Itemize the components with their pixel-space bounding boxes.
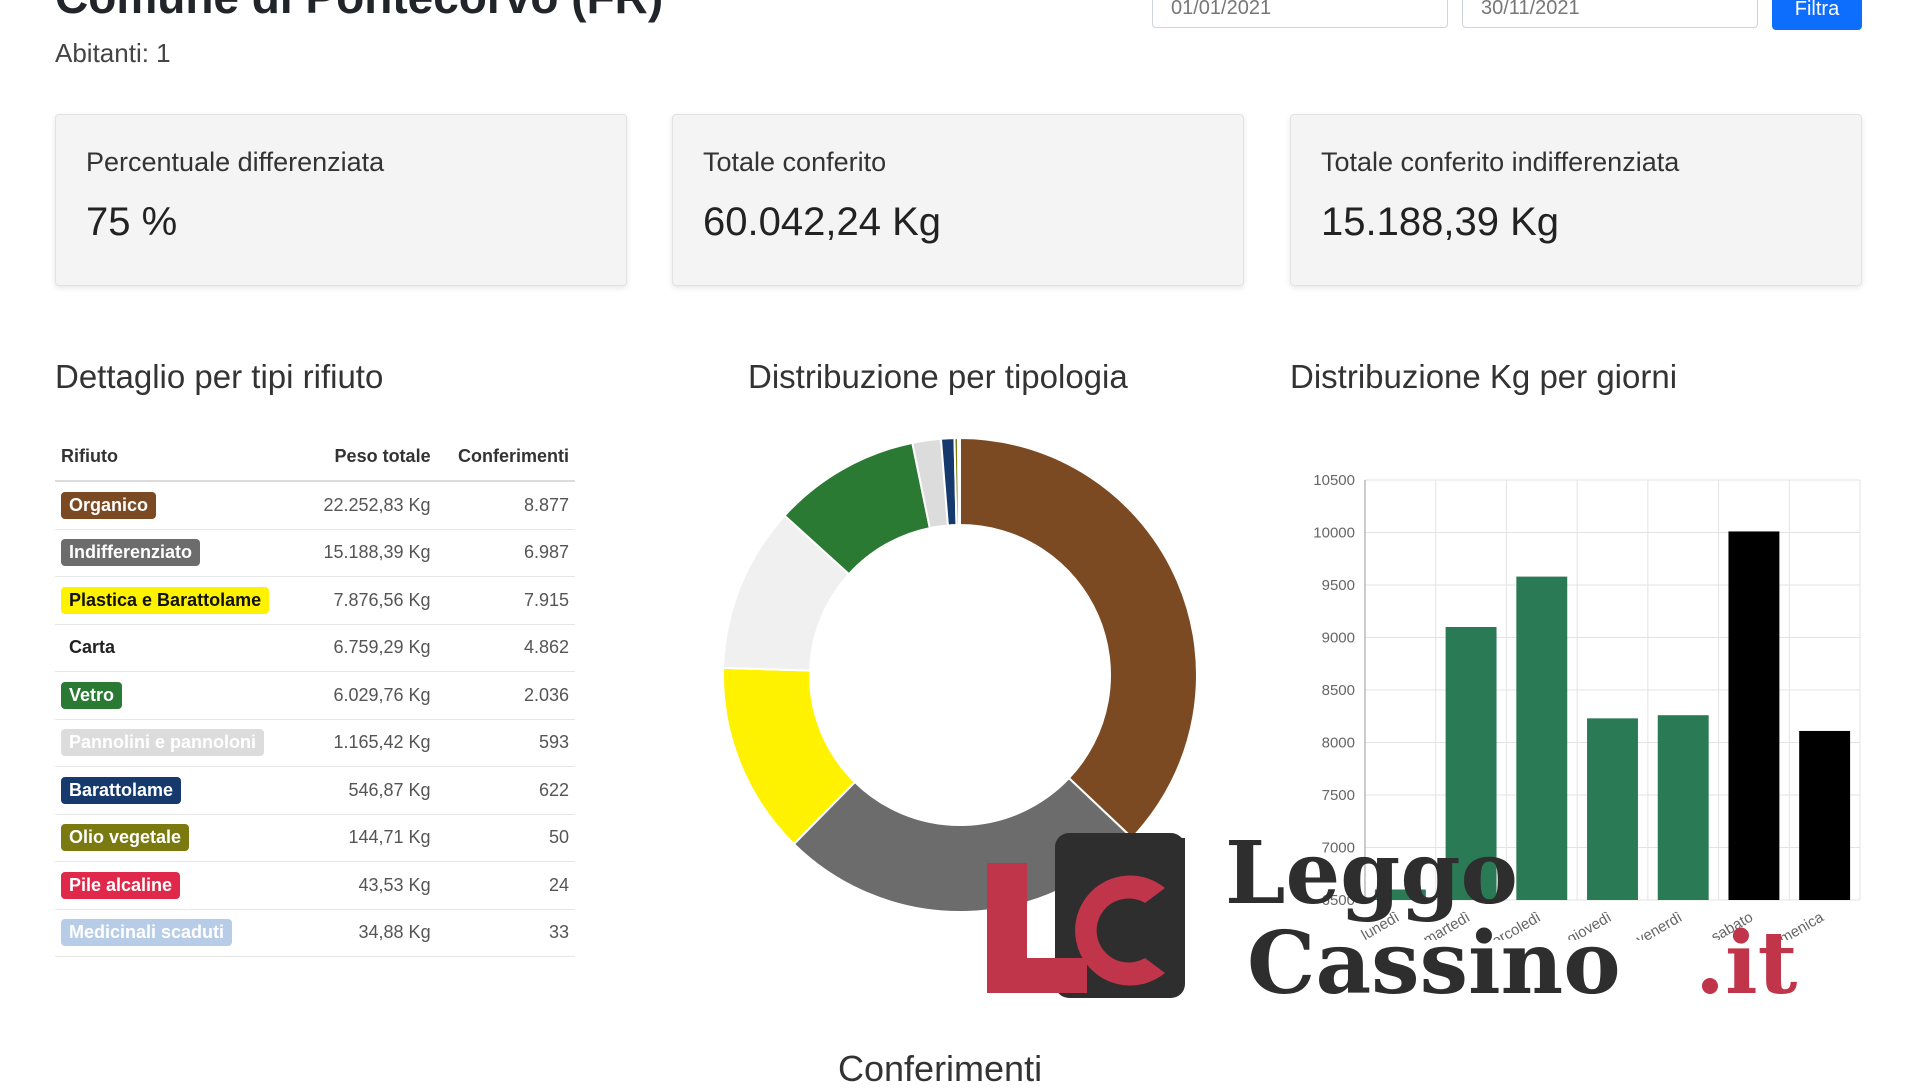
cell-peso: 15.188,39 Kg — [302, 529, 437, 577]
table-title: Dettaglio per tipi rifiuto — [55, 358, 384, 395]
cell-peso: 6.029,76 Kg — [302, 671, 437, 720]
date-to-input[interactable] — [1462, 0, 1758, 28]
bar[interactable] — [1587, 718, 1638, 900]
table-row: Medicinali scaduti 34,88 Kg 33 — [55, 909, 575, 957]
bar[interactable] — [1728, 531, 1780, 900]
card-value: 15.188,39 Kg — [1321, 200, 1559, 244]
waste-type-badge: Indifferenziato — [61, 539, 201, 567]
cell-conferimenti: 33 — [436, 909, 575, 957]
cell-conferimenti: 50 — [436, 814, 575, 862]
cell-rifiuto: Indifferenziato — [55, 529, 303, 577]
cell-peso: 144,71 Kg — [302, 814, 437, 862]
cell-peso: 6.759,29 Kg — [302, 624, 437, 672]
table-row: Plastica e Barattolame 7.876,56 Kg 7.915 — [55, 576, 575, 625]
date-from-input[interactable] — [1152, 0, 1448, 28]
table-row: Indifferenziato 15.188,39 Kg 6.987 — [55, 529, 575, 577]
table-row: Barattolame 546,87 Kg 622 — [55, 766, 575, 815]
donut-chart — [722, 436, 1198, 913]
logo-word-it: .it — [1695, 913, 1798, 1008]
waste-type-badge: Barattolame — [61, 776, 182, 804]
cell-conferimenti: 4.862 — [436, 624, 575, 672]
table-row: Olio vegetale 144,71 Kg 50 — [55, 814, 575, 862]
cell-rifiuto: Medicinali scaduti — [55, 909, 303, 957]
logo-word-cassino: Cassino — [1247, 913, 1621, 1008]
bar-chart: 65007000750080008500900095001000010500lu… — [1313, 472, 1861, 940]
cell-rifiuto: Organico — [55, 481, 303, 530]
card-value: 60.042,24 Kg — [703, 200, 941, 244]
donut-title: Distribuzione per tipologia — [748, 358, 1128, 395]
cell-peso: 1.165,42 Kg — [302, 719, 437, 767]
y-tick-label: 7500 — [1322, 787, 1355, 804]
waste-table: Rifiuto Peso totale Conferimenti Organic… — [55, 432, 575, 957]
card-totale-indifferenziata: Totale conferito indifferenziata 15.188,… — [1290, 114, 1862, 286]
waste-type-badge: Pannolini e pannoloni — [61, 729, 264, 757]
card-label: Percentuale differenziata — [86, 147, 385, 177]
waste-type-badge: Plastica e Barattolame — [61, 586, 270, 614]
y-tick-label: 10500 — [1313, 472, 1355, 489]
y-tick-label: 9000 — [1322, 630, 1355, 647]
card-totale-conferito: Totale conferito 60.042,24 Kg — [672, 114, 1244, 286]
table-row: Pile alcaline 43,53 Kg 24 — [55, 861, 575, 910]
cell-conferimenti: 7.915 — [436, 576, 575, 625]
cell-conferimenti: 622 — [436, 766, 575, 815]
card-percent-differenziata: Percentuale differenziata 75 % — [55, 114, 627, 286]
cell-rifiuto: Carta — [55, 624, 303, 672]
cell-rifiuto: Barattolame — [55, 766, 303, 815]
y-tick-label: 7000 — [1322, 840, 1355, 857]
cell-rifiuto: Pannolini e pannoloni — [55, 719, 303, 767]
y-tick-label: 9500 — [1322, 577, 1355, 594]
y-tick-label: 6500 — [1322, 892, 1355, 909]
cell-peso: 43,53 Kg — [302, 861, 437, 910]
table-header-row: Rifiuto Peso totale Conferimenti — [55, 432, 575, 482]
cell-peso: 22.252,83 Kg — [302, 481, 437, 530]
conferimenti-title: Conferimenti — [838, 1048, 1043, 1089]
waste-type-badge: Medicinali scaduti — [61, 919, 233, 947]
cell-peso: 546,87 Kg — [302, 766, 437, 815]
table-row: Carta 6.759,29 Kg 4.862 — [55, 624, 575, 672]
donut-slice[interactable] — [959, 436, 1198, 840]
cell-rifiuto: Olio vegetale — [55, 814, 303, 862]
bar[interactable] — [1374, 889, 1426, 901]
cell-conferimenti: 24 — [436, 861, 575, 910]
filter-button[interactable]: Filtra — [1772, 0, 1862, 30]
donut-slice[interactable] — [958, 436, 961, 527]
column-header-peso: Peso totale — [302, 432, 437, 482]
y-tick-label: 10000 — [1313, 525, 1355, 542]
waste-type-badge: Vetro — [61, 681, 123, 709]
logo-monogram — [987, 833, 1185, 998]
population-label: Abitanti: 1 — [55, 38, 171, 68]
cell-conferimenti: 2.036 — [436, 671, 575, 720]
bar-chart-title: Distribuzione Kg per giorni — [1290, 358, 1678, 395]
waste-type-badge: Olio vegetale — [61, 824, 190, 852]
table-row: Organico 22.252,83 Kg 8.877 — [55, 481, 575, 530]
cell-peso: 34,88 Kg — [302, 909, 437, 957]
bar[interactable] — [1657, 715, 1709, 900]
card-label: Totale conferito indifferenziata — [1321, 147, 1680, 177]
cell-peso: 7.876,56 Kg — [302, 576, 437, 625]
cell-rifiuto: Plastica e Barattolame — [55, 576, 303, 625]
table-row: Vetro 6.029,76 Kg 2.036 — [55, 671, 575, 720]
cell-conferimenti: 593 — [436, 719, 575, 767]
cell-conferimenti: 8.877 — [436, 481, 575, 530]
waste-type-badge: Organico — [61, 491, 157, 519]
leggocassino-logo: Leggo Cassino .it — [987, 823, 1798, 1008]
page-title: Comune di Pontecorvo (FR) — [55, 0, 663, 24]
bar[interactable] — [1445, 627, 1497, 900]
bar[interactable] — [1799, 730, 1851, 900]
cell-conferimenti: 6.987 — [436, 529, 575, 577]
column-header-conferimenti: Conferimenti — [436, 432, 575, 482]
y-tick-label: 8500 — [1322, 682, 1355, 699]
cell-rifiuto: Pile alcaline — [55, 861, 303, 910]
donut-slice[interactable] — [792, 776, 1134, 913]
y-tick-label: 8000 — [1322, 735, 1355, 752]
column-header-rifiuto: Rifiuto — [55, 432, 303, 482]
waste-type-badge: Carta — [61, 634, 124, 662]
card-value: 75 % — [86, 200, 178, 244]
card-label: Totale conferito — [703, 147, 887, 177]
bar[interactable] — [1516, 576, 1568, 900]
table-row: Pannolini e pannoloni 1.165,42 Kg 593 — [55, 719, 575, 767]
waste-type-badge: Pile alcaline — [61, 871, 181, 899]
cell-rifiuto: Vetro — [55, 671, 303, 720]
logo-word-leggo: Leggo — [1225, 823, 1518, 924]
